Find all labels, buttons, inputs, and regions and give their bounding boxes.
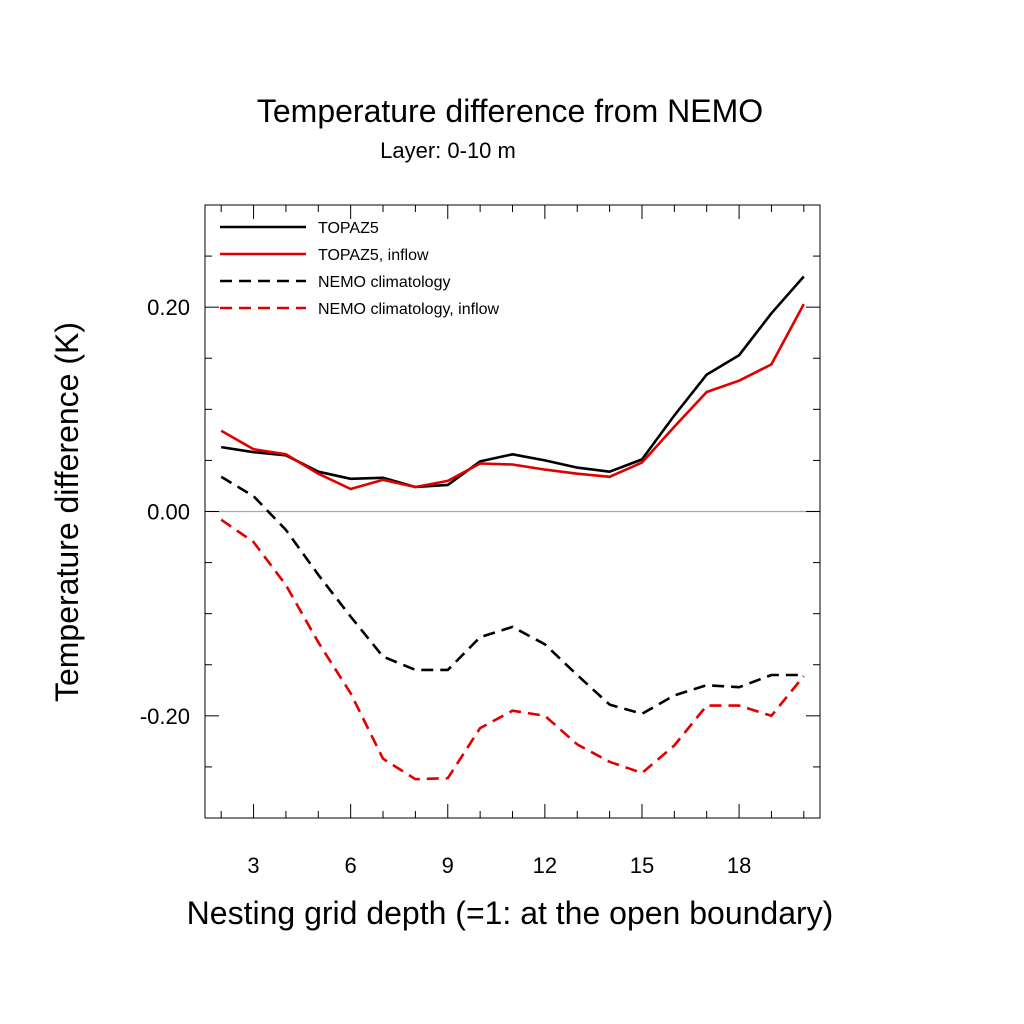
chart-title: Temperature difference from NEMO	[257, 93, 763, 129]
x-axis-label: Nesting grid depth (=1: at the open boun…	[187, 895, 834, 931]
x-tick-label: 18	[727, 853, 751, 878]
legend: TOPAZ5 TOPAZ5, inflow NEMO climatology NEMO…	[220, 220, 500, 318]
chart-subtitle: Layer: 0-10 m	[380, 138, 516, 163]
y-axis-label: Temperature difference (K)	[49, 322, 85, 702]
y-tick-label: 0.00	[147, 500, 190, 525]
series-line-1	[220, 275, 805, 489]
legend-label-3: NEMO climatology	[318, 274, 450, 291]
axis-ticks	[205, 204, 820, 819]
series-line-3	[220, 475, 804, 716]
legend-label-1: TOPAZ5	[318, 220, 379, 237]
series-lines	[220, 275, 805, 781]
y-tick-label: 0.20	[147, 295, 190, 320]
series-line-4	[220, 518, 805, 781]
x-tick-label: 6	[345, 853, 357, 878]
tick-labels: 3 6 9 12 15 18 0.20 0.00 -0.20	[140, 295, 751, 878]
x-tick-label: 3	[247, 853, 259, 878]
legend-label-4: NEMO climatology, inflow	[318, 301, 500, 318]
x-tick-label: 12	[533, 853, 557, 878]
x-tick-label: 9	[442, 853, 454, 878]
series-line-2	[220, 303, 805, 491]
y-tick-label: -0.20	[140, 704, 190, 729]
legend-label-2: TOPAZ5, inflow	[318, 247, 429, 264]
x-tick-label: 15	[630, 853, 654, 878]
